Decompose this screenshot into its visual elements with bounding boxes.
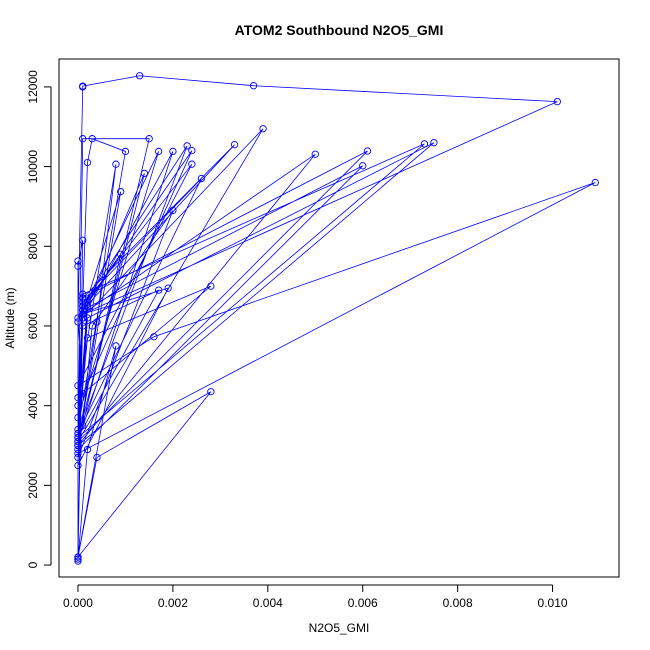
x-tick-label: 0.008 bbox=[443, 596, 473, 610]
data-point bbox=[79, 294, 87, 302]
data-point bbox=[79, 236, 87, 244]
y-tick-label: 6000 bbox=[26, 312, 40, 339]
data-point bbox=[155, 286, 163, 294]
data-point bbox=[259, 125, 267, 133]
data-point bbox=[74, 429, 82, 438]
data-point bbox=[311, 150, 319, 158]
data-point bbox=[112, 160, 120, 168]
x-tick-label: 0.000 bbox=[63, 596, 93, 610]
data-point bbox=[79, 314, 87, 322]
x-tick-label: 0.006 bbox=[348, 596, 378, 610]
x-axis-label: N2O5_GMI bbox=[309, 621, 370, 635]
data-point bbox=[74, 257, 82, 265]
data-point bbox=[164, 284, 172, 292]
y-tick-label: 10000 bbox=[26, 150, 40, 184]
data-point bbox=[74, 433, 82, 442]
data-point bbox=[79, 306, 87, 314]
series-line bbox=[76, 75, 596, 562]
data-point bbox=[88, 322, 96, 330]
data-point bbox=[74, 425, 82, 434]
data-point bbox=[74, 557, 82, 565]
x-tick-label: 0.004 bbox=[253, 596, 283, 610]
data-point bbox=[74, 553, 82, 561]
data-point bbox=[136, 72, 144, 80]
data-point bbox=[169, 147, 177, 156]
data-point bbox=[74, 461, 82, 470]
data-point bbox=[207, 388, 215, 396]
data-point bbox=[74, 445, 82, 454]
data-point bbox=[150, 333, 158, 341]
data-point bbox=[83, 158, 92, 167]
y-axis: 0 2000 4000 6000 8000 10000 12000 bbox=[26, 70, 52, 568]
plot-frame bbox=[58, 58, 620, 578]
data-point bbox=[83, 445, 92, 454]
data-point bbox=[83, 298, 92, 306]
data-point bbox=[420, 140, 429, 148]
data-point bbox=[79, 302, 87, 310]
data-point bbox=[430, 139, 438, 147]
data-point bbox=[74, 453, 82, 462]
x-tick-label: 0.010 bbox=[538, 596, 568, 610]
y-tick-label: 12000 bbox=[26, 70, 40, 104]
data-point bbox=[183, 142, 191, 150]
y-tick-label: 8000 bbox=[26, 233, 40, 260]
data-point bbox=[88, 135, 96, 143]
data-point bbox=[230, 141, 239, 149]
data-point bbox=[79, 390, 87, 398]
data-point bbox=[79, 135, 87, 143]
data-point bbox=[207, 282, 215, 290]
x-axis: 0.000 0.002 0.004 0.006 0.008 0.010 bbox=[63, 584, 568, 610]
data-point bbox=[79, 310, 87, 318]
data-point bbox=[79, 82, 87, 90]
data-point bbox=[74, 437, 82, 446]
data-point bbox=[74, 262, 82, 270]
y-tick-label: 4000 bbox=[26, 392, 40, 419]
data-point bbox=[553, 97, 561, 106]
chart-title: ATOM2 Southbound N2O5_GMI bbox=[235, 22, 444, 38]
data-point bbox=[74, 394, 82, 402]
data-point bbox=[79, 290, 87, 298]
data-point bbox=[79, 421, 87, 430]
data-point bbox=[363, 147, 372, 155]
data-point bbox=[359, 162, 367, 170]
data-point bbox=[93, 318, 101, 326]
data-point bbox=[74, 449, 82, 458]
data-point bbox=[74, 555, 82, 563]
data-point bbox=[591, 178, 599, 187]
series-layer bbox=[74, 72, 599, 565]
data-point bbox=[145, 135, 153, 143]
data-point bbox=[74, 382, 82, 390]
data-point bbox=[74, 318, 82, 326]
data-point bbox=[83, 314, 92, 322]
data-point bbox=[83, 334, 92, 342]
data-point bbox=[121, 147, 130, 156]
data-point bbox=[188, 160, 196, 168]
data-point bbox=[169, 206, 177, 215]
y-tick-label: 2000 bbox=[26, 472, 40, 499]
data-point bbox=[74, 402, 82, 410]
data-point bbox=[74, 441, 82, 450]
data-point bbox=[83, 302, 92, 310]
data-point bbox=[140, 169, 149, 178]
data-point bbox=[93, 453, 101, 462]
data-point bbox=[112, 342, 120, 350]
y-axis-label: Altitude (m) bbox=[3, 287, 17, 348]
data-point bbox=[188, 146, 196, 155]
data-point bbox=[74, 314, 82, 322]
data-point bbox=[79, 298, 87, 306]
y-tick-label: 0 bbox=[26, 561, 40, 568]
x-tick-label: 0.002 bbox=[158, 596, 188, 610]
data-point bbox=[79, 322, 87, 330]
data-point bbox=[155, 147, 163, 156]
data-point bbox=[249, 82, 258, 90]
data-point bbox=[74, 413, 82, 422]
data-point bbox=[197, 174, 206, 183]
data-point bbox=[117, 188, 125, 196]
data-point bbox=[117, 250, 125, 258]
